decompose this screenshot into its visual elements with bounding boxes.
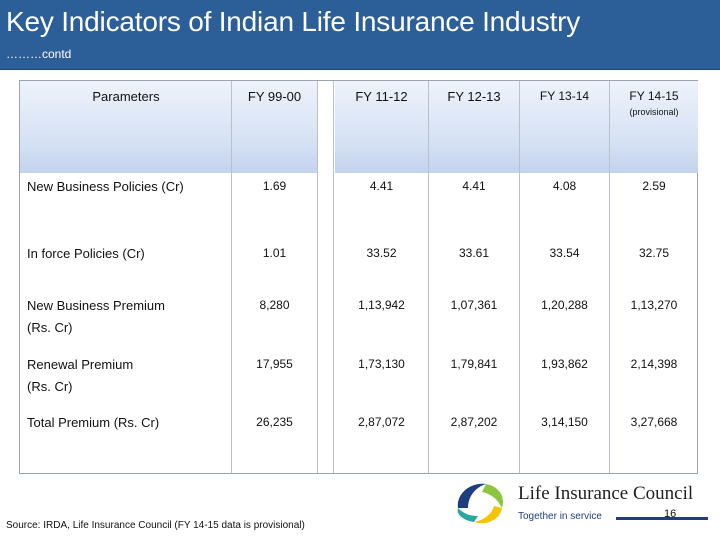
col-header-parameters: Parameters [92, 89, 160, 104]
council-swirl-logo-graphic [457, 483, 504, 524]
table-cell: 2,87,202 [450, 415, 498, 429]
table-cell: 33.54 [549, 246, 580, 260]
table-cell: 26,235 [256, 415, 293, 429]
table-cell: 1.01 [262, 246, 287, 260]
column-divider [231, 81, 232, 473]
header-band-recent-years [335, 81, 698, 173]
table-cell: 4.41 [369, 179, 394, 193]
page-subtitle: ………contd [6, 47, 72, 61]
col-header-fy12-13: FY 12-13 [447, 89, 501, 104]
col-header-fy13-14: FY 13-14 [539, 89, 590, 103]
table-cell: 4.08 [552, 179, 577, 193]
logo-wordmark: Life Insurance Council [518, 483, 694, 504]
table-cell: 2.59 [642, 179, 666, 193]
col-header-fy99-00: FY 99-00 [247, 89, 302, 104]
table-cell: 1.69 [262, 179, 287, 193]
table-cell: 1,07,361 [450, 298, 498, 312]
column-spacer [317, 81, 334, 473]
source-note: Source: IRDA, Life Insurance Council (FY… [6, 520, 305, 531]
column-divider [519, 81, 520, 473]
row-label-new-business-premium: New Business Premium (Rs. Cr) [27, 298, 165, 335]
table-cell: 1,79,841 [450, 357, 498, 371]
col-header-fy11-12: FY 11-12 [355, 89, 408, 104]
column-divider [428, 81, 429, 473]
row-label-in-force-policies: In force Policies (Cr) [27, 246, 145, 261]
table-cell: 17,955 [256, 357, 293, 371]
title-bar: Key Indicators of Indian Life Insurance … [0, 0, 720, 70]
provisional-note: (provisional) [629, 107, 679, 117]
table-cell: 2,87,072 [358, 415, 405, 429]
logo-underline [616, 517, 708, 520]
column-divider [609, 81, 610, 473]
header-band-parameters [20, 81, 231, 173]
row-label-new-business-policies: New Business Policies (Cr) [27, 179, 184, 194]
table-cell: 1,13,270 [630, 298, 678, 312]
council-swirl-logo-icon [450, 478, 510, 526]
table-cell: 32.75 [638, 246, 670, 260]
table-cell: 1,20,288 [541, 298, 588, 312]
row-label-renewal-premium: Renewal Premium (Rs. Cr) [27, 357, 134, 394]
table-cell: 1,93,862 [541, 357, 588, 371]
table-cell: 1,13,942 [358, 298, 405, 312]
indicators-table: Parameters FY 99-00 FY 11-12 FY 12-13 FY… [19, 80, 698, 474]
row-label-total-premium: Total Premium (Rs. Cr) [27, 415, 160, 430]
table-cell: 2,14,398 [630, 357, 678, 371]
page-number: 16 [664, 508, 677, 520]
table-cell: 33.61 [458, 246, 490, 260]
table-cell: 4.41 [462, 179, 486, 193]
col-header-fy14-15: FY 14-15 [629, 89, 679, 103]
table-cell: 3,27,668 [630, 415, 678, 429]
table-cell: 8,280 [259, 298, 290, 312]
table-cell: 33.52 [366, 246, 397, 260]
table-cell: 3,14,150 [541, 415, 588, 429]
table-cell: 1,73,130 [358, 357, 405, 371]
page-title: Key Indicators of Indian Life Insurance … [6, 6, 581, 37]
logo-tagline: Together in service [518, 511, 602, 522]
header-band-fy99 [232, 81, 317, 173]
